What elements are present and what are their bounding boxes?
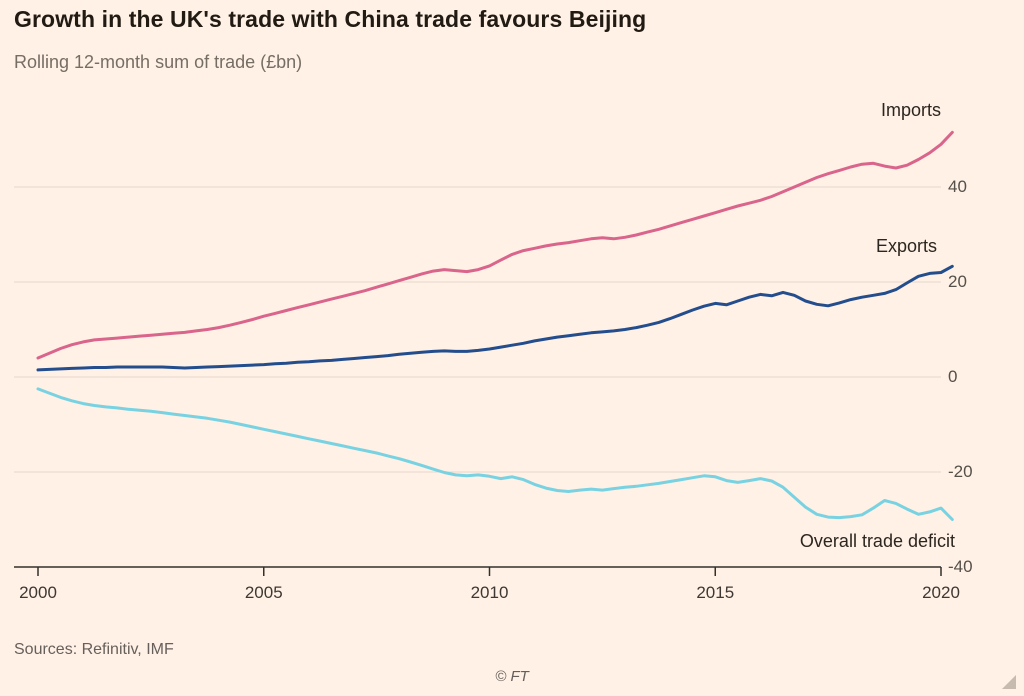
source-note: Sources: Refinitiv, IMF (14, 641, 174, 658)
series-line-overall-trade-deficit (36, 387, 954, 521)
y-tick-label: 40 (948, 177, 967, 196)
resize-corner-icon (1002, 675, 1016, 689)
exports-series-label: Exports (875, 236, 937, 256)
x-tick-label: 2000 (19, 583, 57, 602)
chart-subtitle: Rolling 12-month sum of trade (£bn) (14, 52, 303, 72)
x-tick-label: 2005 (244, 583, 283, 602)
y-tick-label: 0 (948, 367, 958, 386)
deficit-series-label: Overall trade deficit (799, 531, 955, 551)
x-tick-label: 2010 (470, 583, 509, 602)
gridlines (14, 186, 941, 473)
y-tick-label: -20 (948, 462, 973, 481)
series-line-imports (36, 130, 954, 360)
imports-series-label: Imports (880, 100, 941, 120)
y-tick-label: -40 (948, 557, 973, 576)
y-tick-label: 20 (948, 272, 967, 291)
series-lines (36, 130, 954, 521)
copyright-note: © FT (495, 668, 529, 685)
x-axis (14, 566, 942, 576)
series-line-exports (36, 264, 954, 372)
chart-title: Growth in the UK's trade with China trad… (14, 6, 647, 32)
x-tick-label: 2015 (696, 583, 735, 602)
x-tick-label: 2020 (922, 583, 960, 602)
